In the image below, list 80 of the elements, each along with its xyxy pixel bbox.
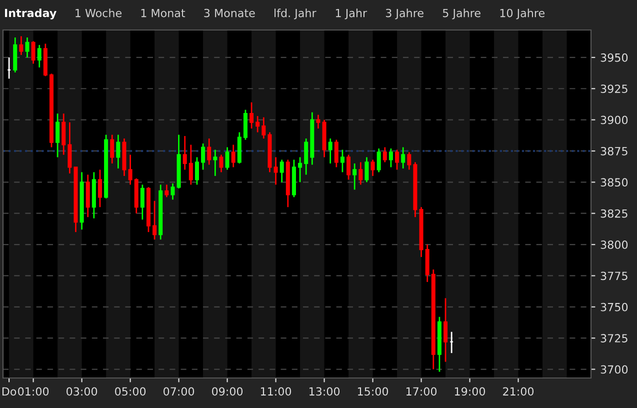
y-tick-label: 3925 bbox=[600, 84, 628, 94]
y-tick-label: 3850 bbox=[600, 178, 628, 187]
x-tick-label: 17:00 bbox=[406, 387, 437, 396]
y-tick-label: 3700 bbox=[600, 365, 628, 374]
candlestick bbox=[19, 36, 24, 56]
candlestick bbox=[68, 122, 72, 174]
candlestick bbox=[444, 297, 448, 362]
candlestick bbox=[164, 184, 169, 198]
candlestick bbox=[256, 115, 260, 133]
text: 1 Woche bbox=[76, 8, 122, 18]
x-tick-label: 21:00 bbox=[503, 387, 534, 396]
x-tick-label: 09:00 bbox=[212, 387, 243, 396]
y-tick-label: 3775 bbox=[600, 272, 628, 280]
candlestick bbox=[250, 102, 254, 130]
candlestick bbox=[219, 154, 224, 173]
candlestick bbox=[201, 142, 206, 170]
text: 3 Monate bbox=[204, 8, 255, 18]
candlestick bbox=[274, 156, 278, 186]
y-tick-label: 3875 bbox=[600, 146, 628, 156]
candlestick bbox=[128, 154, 132, 186]
candlestick bbox=[56, 112, 60, 158]
candlestick bbox=[382, 146, 387, 163]
candlestick bbox=[31, 40, 36, 64]
candlestick bbox=[298, 156, 302, 183]
x-tick-label: 15:00 bbox=[358, 387, 388, 396]
text: 1 Monat bbox=[141, 8, 186, 18]
y-tick-label: 3725 bbox=[600, 334, 628, 342]
candlestick bbox=[364, 156, 369, 183]
candlestick bbox=[25, 36, 30, 58]
candlestick bbox=[37, 44, 42, 68]
x-tick-label: 19:00 bbox=[454, 387, 486, 396]
candlestick bbox=[328, 138, 332, 164]
text: lfd. Jahr bbox=[274, 8, 316, 20]
candlestick bbox=[231, 144, 236, 168]
candlestick bbox=[194, 156, 199, 186]
x-tick-label: 13:00 bbox=[309, 387, 340, 396]
candlestick bbox=[152, 200, 157, 240]
candlestick bbox=[170, 182, 175, 200]
candlestick bbox=[407, 152, 412, 170]
x-tick-label: 05:00 bbox=[115, 387, 146, 396]
y-tick-label: 3900 bbox=[600, 116, 628, 124]
candlestick bbox=[334, 139, 338, 168]
text: 1 Jahr bbox=[336, 8, 368, 20]
candlestick bbox=[346, 154, 351, 180]
candlestick bbox=[280, 159, 284, 183]
candlestick bbox=[207, 138, 212, 166]
candlestick bbox=[401, 146, 406, 170]
x-tick-label: 07:00 bbox=[164, 387, 194, 396]
candlestick bbox=[116, 134, 120, 170]
text: 5 Jahre bbox=[442, 8, 480, 20]
candlestick bbox=[98, 169, 102, 208]
candlestick bbox=[376, 148, 381, 173]
y-tick-label: 3800 bbox=[600, 240, 628, 249]
x-tick-label: 03:00 bbox=[66, 387, 98, 396]
text: 10 Jahre bbox=[500, 8, 544, 20]
candlestick bbox=[388, 148, 393, 168]
y-tick-label: 3825 bbox=[600, 209, 628, 218]
candlestick bbox=[213, 149, 218, 177]
text: Intraday bbox=[5, 8, 56, 20]
candlestick bbox=[370, 159, 375, 177]
candlestick bbox=[395, 149, 400, 170]
x-tick-label: 01:00 bbox=[18, 387, 49, 396]
candlestick bbox=[110, 134, 114, 164]
candlestick bbox=[304, 138, 308, 176]
y-tick-label: 3950 bbox=[600, 53, 628, 62]
candlestick bbox=[188, 144, 193, 186]
candlestick bbox=[140, 184, 144, 220]
x-tick-label: 11:00 bbox=[260, 387, 292, 396]
candlestick bbox=[62, 112, 66, 156]
x-tick-label: Do bbox=[2, 387, 16, 396]
candlestick bbox=[340, 149, 344, 173]
candlestick bbox=[262, 116, 266, 140]
candlestick bbox=[225, 146, 230, 170]
y-tick-label: 3750 bbox=[600, 302, 628, 312]
candlestick bbox=[316, 114, 320, 130]
candlestick bbox=[358, 162, 363, 186]
candlestick bbox=[182, 135, 187, 170]
candlestick bbox=[352, 162, 357, 190]
text: 3 Jahre bbox=[386, 8, 424, 20]
candlestick bbox=[243, 109, 248, 140]
